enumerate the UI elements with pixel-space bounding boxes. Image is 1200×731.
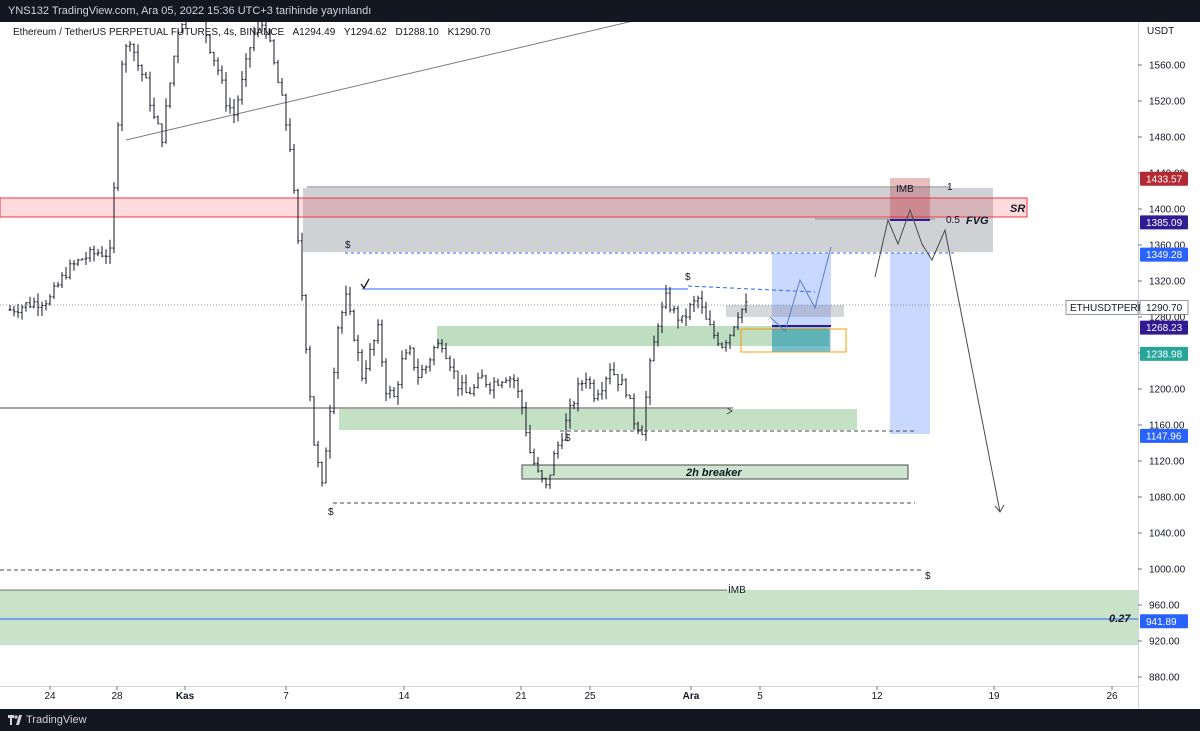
brand-name: TradingView xyxy=(26,714,87,726)
publish-header: YNS132 TradingView.com, Ara 05, 2022 15:… xyxy=(0,0,1200,22)
legend-line: Ethereum / TetherUS PERPETUAL FUTURES, 4… xyxy=(13,27,491,38)
time-tick-label: 28 xyxy=(111,691,123,702)
time-tick-label: 24 xyxy=(44,691,56,702)
level-tag-box xyxy=(1140,171,1188,186)
level-tag: 1147.96 xyxy=(1146,431,1182,442)
tradingview-logo-icon xyxy=(8,715,22,726)
symbol-tag-label: ETHUSDTPERP xyxy=(1070,303,1145,314)
price-tick-label: 920.00 xyxy=(1149,637,1180,648)
stop-loss-box[interactable] xyxy=(890,178,930,220)
legend-open: A1294.49 xyxy=(292,27,335,38)
time-tick-label: 19 xyxy=(988,691,1000,702)
liquidity-dollar-3: $ xyxy=(328,507,334,518)
level-tag: 1385.09 xyxy=(1146,218,1183,229)
level-tag-box xyxy=(1140,346,1188,361)
price-tick-label: 960.00 xyxy=(1149,601,1180,612)
time-tick-label: Kas xyxy=(176,691,195,702)
demand-zone-upper[interactable] xyxy=(437,326,829,346)
symbol-tag-box xyxy=(1065,299,1139,315)
level-tag-box xyxy=(1140,428,1188,443)
level-tag-box xyxy=(1140,320,1188,335)
price-tick-label: 1000.00 xyxy=(1149,565,1186,576)
fib-1-label: 1 xyxy=(947,182,953,193)
price-tick-label: 1320.00 xyxy=(1149,277,1186,288)
time-tick-label: 12 xyxy=(871,691,883,702)
legend-high: Y1294.62 xyxy=(344,27,387,38)
plot-area[interactable] xyxy=(0,22,1138,686)
breaker-zone[interactable] xyxy=(521,464,909,480)
ray-arrow xyxy=(726,407,733,415)
level-tag-box xyxy=(1140,247,1188,262)
time-tick-label: 21 xyxy=(515,691,527,702)
projection-arrow-head xyxy=(994,504,1005,513)
teal-zone[interactable] xyxy=(772,329,830,352)
imb-label-bottom: İMB xyxy=(728,583,746,596)
demand-zone-middle[interactable] xyxy=(339,409,857,430)
fvg-zone[interactable] xyxy=(303,188,993,252)
sr-label: SR xyxy=(1010,203,1025,215)
price-chart[interactable]: SR FVG 2h breaker IMB İMB 0.27 0.5 1 $ $ $ $ $ 880.0… xyxy=(0,22,1200,709)
liquidity-dollar-0: $ xyxy=(345,240,351,251)
price-tick-label: 1360.00 xyxy=(1149,241,1186,252)
small-imb-box[interactable] xyxy=(726,305,844,317)
price-tick-label: 1520.00 xyxy=(1149,97,1186,108)
tradingview-logo[interactable]: TradingView xyxy=(8,709,87,731)
fvg-label: FVG xyxy=(966,215,989,227)
fib-05-label: 0.5 xyxy=(946,215,960,226)
price-tick-label: 1200.00 xyxy=(1149,385,1186,396)
liquidity-dollar-1: $ xyxy=(685,272,691,283)
time-tick-label: 7 xyxy=(283,691,289,702)
projection-path-short[interactable] xyxy=(769,246,832,332)
time-axis[interactable]: 24 28 Kas 7 14 21 25 Ara 5 12 19 26 xyxy=(44,686,1118,702)
price-tick-label: 1560.00 xyxy=(1149,61,1186,72)
price-tags: ETHUSDTPERP 1290.701433.571385.091349.281… xyxy=(1065,171,1189,629)
price-axis[interactable]: 880.00 920.00 960.00 1000.00 1040.00 1080.00 1… xyxy=(1138,61,1186,684)
time-tick-label: 5 xyxy=(757,691,763,702)
last-price-tag-box xyxy=(1139,299,1189,315)
liquidity-dollar-2: $ xyxy=(565,433,571,444)
price-tick-label: 1120.00 xyxy=(1149,457,1185,468)
liquidity-dollar-4: $ xyxy=(925,571,931,582)
price-tick-label: 1400.00 xyxy=(1149,205,1186,216)
last-price-tag: 1290.70 xyxy=(1146,303,1183,314)
level-tag: 941.89 xyxy=(1146,617,1177,628)
time-tick-label: Ara xyxy=(683,691,700,702)
fib-027-label: 0.27 xyxy=(1109,613,1131,625)
legend-close: K1290.70 xyxy=(448,27,491,38)
price-series xyxy=(8,22,748,489)
legend-symbol: Ethereum / TetherUS PERPETUAL FUTURES, 4… xyxy=(13,27,285,38)
legend-low: D1288.10 xyxy=(395,27,439,38)
breaker-label: 2h breaker xyxy=(685,467,742,479)
price-tick-label: 1280.00 xyxy=(1149,313,1186,324)
sr-zone[interactable] xyxy=(0,197,1028,218)
price-tick-label: 1480.00 xyxy=(1149,133,1186,144)
publish-line: YNS132 TradingView.com, Ara 05, 2022 15:… xyxy=(8,5,372,17)
level-tag-box xyxy=(1140,215,1188,230)
branding-footer: TradingView xyxy=(0,709,1200,731)
projection-box-tall[interactable] xyxy=(890,253,930,434)
time-tick-label: 14 xyxy=(398,691,410,702)
price-tick-label: 1040.00 xyxy=(1149,529,1186,540)
imb-label-top: IMB xyxy=(896,184,914,195)
price-tick-label: 1080.00 xyxy=(1149,493,1186,504)
currency-label: USDT xyxy=(1147,26,1174,37)
projection-path-long[interactable] xyxy=(874,208,1001,513)
price-tick-label: 880.00 xyxy=(1149,673,1180,684)
level-tag: 1238.98 xyxy=(1146,349,1183,360)
range-high-extension[interactable] xyxy=(687,285,816,293)
level-tag: 1268.23 xyxy=(1146,323,1183,334)
demand-zone-bottom[interactable] xyxy=(0,590,1138,645)
checkmark-icon xyxy=(360,278,370,290)
level-tag: 1349.28 xyxy=(1146,250,1183,261)
level-tag: 1433.57 xyxy=(1146,174,1183,185)
drawing-layer xyxy=(0,22,1138,645)
time-tick-label: 26 xyxy=(1106,691,1118,702)
level-tag-box xyxy=(1140,614,1188,629)
price-tick-label: 1160.00 xyxy=(1149,421,1185,432)
annotation-layer: SR FVG 2h breaker IMB İMB 0.27 0.5 1 $ $ $ $ $ xyxy=(328,182,1131,625)
time-tick-label: 25 xyxy=(584,691,596,702)
trend-line[interactable] xyxy=(125,22,650,141)
